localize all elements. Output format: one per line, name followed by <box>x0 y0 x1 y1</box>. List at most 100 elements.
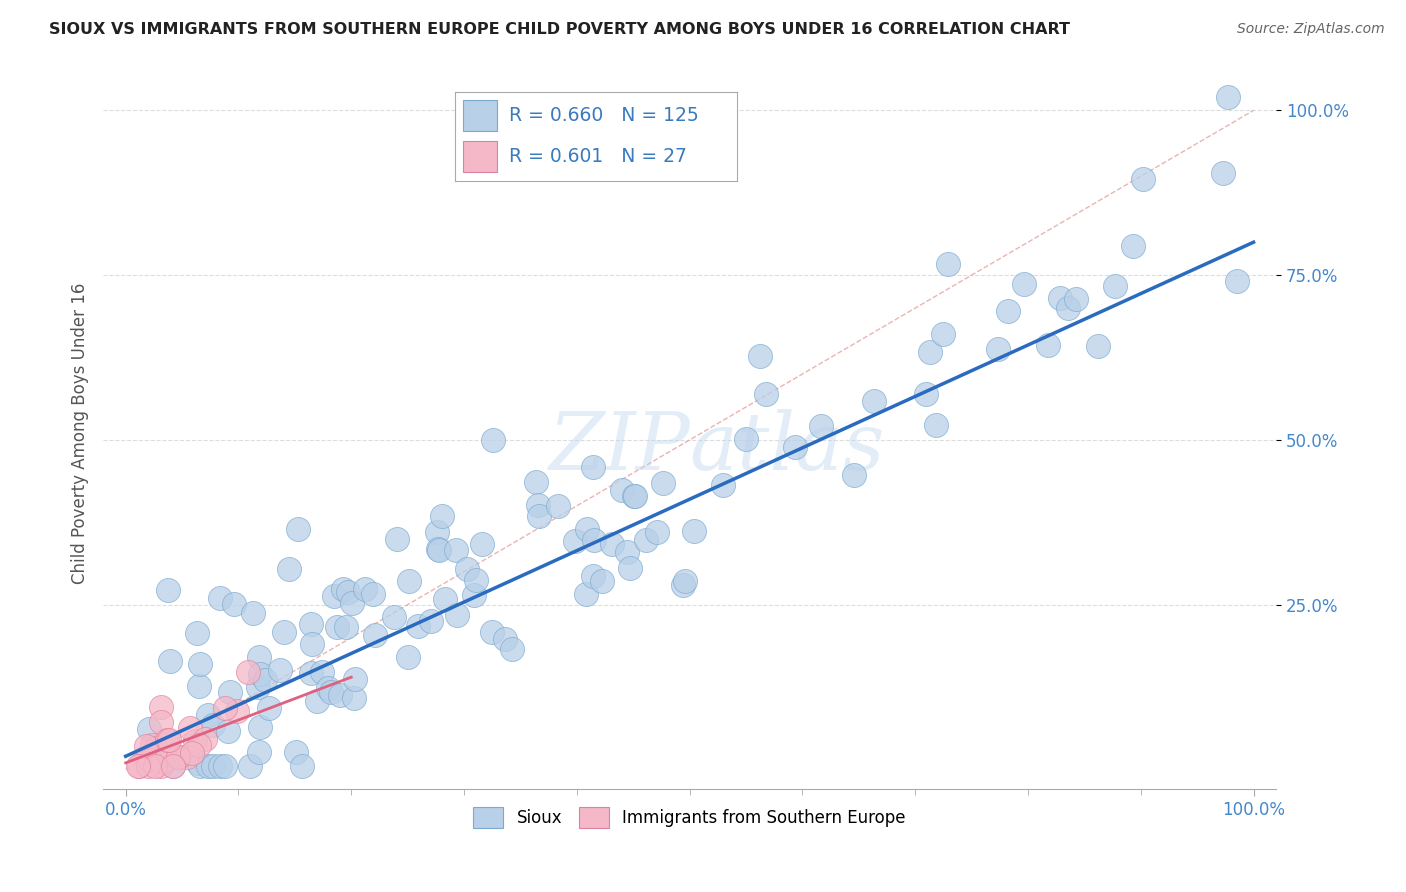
Point <box>150 759 173 773</box>
Point <box>501 642 523 657</box>
Point <box>398 574 420 588</box>
Point <box>1064 292 1087 306</box>
Point <box>209 591 232 605</box>
Point <box>135 739 157 753</box>
Point <box>162 759 184 773</box>
Point <box>444 543 467 558</box>
Point <box>1104 278 1126 293</box>
Point <box>285 744 308 758</box>
Point <box>249 649 271 664</box>
Point <box>527 498 550 512</box>
Text: SIOUX VS IMMIGRANTS FROM SOUTHERN EUROPE CHILD POVERTY AMONG BOYS UNDER 16 CORRE: SIOUX VS IMMIGRANTS FROM SOUTHERN EUROPE… <box>49 22 1070 37</box>
Point <box>755 386 778 401</box>
Point <box>1132 171 1154 186</box>
Point <box>326 620 349 634</box>
Point <box>301 637 323 651</box>
Point <box>269 663 291 677</box>
Point <box>157 732 180 747</box>
Point <box>209 759 232 773</box>
Point <box>337 585 360 599</box>
Point <box>1012 277 1035 292</box>
Point <box>156 732 179 747</box>
Point <box>184 733 207 747</box>
Point <box>938 257 960 271</box>
Point <box>162 759 184 773</box>
Point <box>139 753 162 767</box>
Point <box>202 718 225 732</box>
Point <box>1057 301 1080 316</box>
Point <box>1226 274 1249 288</box>
Point <box>711 477 734 491</box>
Point <box>645 525 668 540</box>
Point <box>188 759 211 773</box>
Point <box>225 704 247 718</box>
Point <box>361 587 384 601</box>
Point <box>434 591 457 606</box>
Point <box>138 759 160 773</box>
Point <box>582 459 605 474</box>
Point <box>343 690 366 705</box>
Point <box>564 533 586 548</box>
Point <box>582 569 605 583</box>
Point <box>591 574 613 589</box>
Point <box>920 345 942 359</box>
Point <box>430 508 453 523</box>
Point <box>299 617 322 632</box>
Point <box>291 759 314 773</box>
Legend: Sioux, Immigrants from Southern Europe: Sioux, Immigrants from Southern Europe <box>467 801 912 834</box>
Point <box>426 524 449 539</box>
Point <box>610 483 633 498</box>
Point <box>253 673 276 687</box>
Point <box>842 468 865 483</box>
Point <box>218 685 240 699</box>
Point <box>408 619 430 633</box>
Point <box>426 542 449 557</box>
Point <box>987 342 1010 356</box>
Point <box>623 489 645 503</box>
Point <box>238 759 260 773</box>
Point <box>344 672 367 686</box>
Point <box>138 722 160 736</box>
Point <box>242 607 264 621</box>
Point <box>651 476 673 491</box>
Point <box>181 746 204 760</box>
Point <box>145 759 167 773</box>
Point <box>322 590 344 604</box>
Point <box>329 688 352 702</box>
Point <box>582 533 605 548</box>
Point <box>1212 166 1234 180</box>
Point <box>166 750 188 764</box>
Point <box>673 574 696 589</box>
Point <box>319 685 342 699</box>
Point <box>931 326 953 341</box>
Point <box>363 628 385 642</box>
Point <box>128 759 150 773</box>
Point <box>420 614 443 628</box>
Point <box>446 607 468 622</box>
Point <box>340 596 363 610</box>
Point <box>427 542 450 557</box>
Point <box>149 714 172 729</box>
Point <box>915 387 938 401</box>
Point <box>616 545 638 559</box>
Point <box>482 433 505 447</box>
Point <box>332 582 354 596</box>
Point <box>217 723 239 738</box>
Point <box>382 609 405 624</box>
Point <box>202 759 225 773</box>
Point <box>287 522 309 536</box>
Point <box>194 731 217 746</box>
Point <box>186 626 208 640</box>
Point <box>735 432 758 446</box>
Point <box>463 588 485 602</box>
Point <box>749 349 772 363</box>
Point <box>464 573 486 587</box>
Point <box>134 751 156 765</box>
Point <box>810 419 832 434</box>
Point <box>494 632 516 646</box>
Point <box>157 582 180 597</box>
Point <box>335 619 357 633</box>
Point <box>863 394 886 409</box>
Point <box>623 489 645 503</box>
Point <box>1087 339 1109 353</box>
